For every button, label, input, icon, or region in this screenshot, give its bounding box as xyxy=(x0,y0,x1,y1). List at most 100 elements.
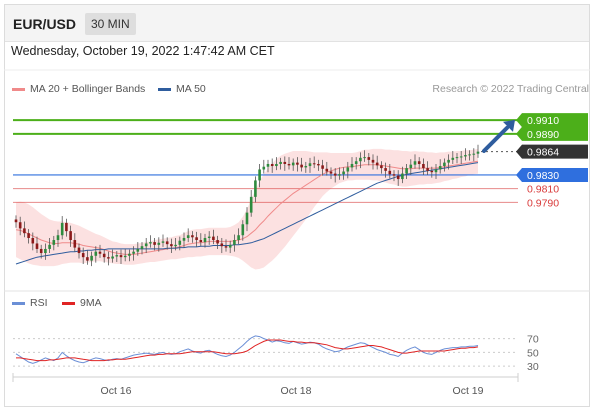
candle-body xyxy=(23,228,26,234)
candle-body xyxy=(258,169,261,181)
candle-body xyxy=(291,162,295,166)
candle-body xyxy=(77,247,81,254)
candle-body xyxy=(472,153,476,155)
level-label-0.9864: 0.9864 xyxy=(527,147,559,159)
candle-body xyxy=(430,170,434,173)
chart-header: EUR/USD 30 MIN xyxy=(5,5,589,42)
level-label-0.9910: 0.9910 xyxy=(527,115,559,127)
candle-body xyxy=(241,224,245,236)
legend-ma9-label: 9MA xyxy=(80,297,102,309)
candle-body xyxy=(447,159,450,163)
candle-body xyxy=(182,237,186,241)
candle-body xyxy=(233,240,236,245)
candle-body xyxy=(392,174,396,176)
candle-body xyxy=(237,235,240,241)
candle-body xyxy=(157,242,161,245)
candle-body xyxy=(56,235,60,241)
candle-body xyxy=(48,244,51,249)
candle-body xyxy=(220,243,224,247)
candle-body xyxy=(27,233,30,238)
candle-body xyxy=(338,174,341,176)
candle-body xyxy=(304,166,308,168)
candle-body xyxy=(149,242,152,244)
candle-body xyxy=(413,161,417,165)
candle-body xyxy=(459,156,463,158)
candle-body xyxy=(81,253,85,258)
candle-body xyxy=(39,248,43,254)
candle-body xyxy=(249,196,253,213)
candle-body xyxy=(224,246,228,248)
level-tag-0.9864 xyxy=(516,144,588,159)
candle-body xyxy=(312,163,316,165)
candle-body xyxy=(270,163,274,167)
candle-body xyxy=(300,164,303,168)
candle-body xyxy=(375,162,379,166)
candle-body xyxy=(132,251,135,254)
candle-body xyxy=(65,222,68,232)
candle-body xyxy=(443,162,446,167)
candle-body xyxy=(405,168,408,174)
legend-rsi: RSI xyxy=(12,297,48,309)
candle-body xyxy=(329,171,333,174)
candle-body xyxy=(388,170,392,175)
candle-body xyxy=(401,173,404,180)
candle-body xyxy=(380,165,383,169)
candle-body xyxy=(417,161,421,164)
candle-body xyxy=(195,237,198,241)
candle-body xyxy=(455,157,459,159)
candle-body xyxy=(317,163,320,166)
ma20-line xyxy=(15,160,479,255)
legend-ma50: MA 50 xyxy=(158,83,206,95)
candle-body xyxy=(44,248,47,254)
candle-body xyxy=(216,240,219,244)
research-credit: Research © 2022 Trading Central xyxy=(432,83,589,95)
level-tag-0.9890 xyxy=(516,126,588,141)
legend-ma50-label: MA 50 xyxy=(176,83,206,95)
level-tag-0.9830 xyxy=(516,167,588,182)
candle-body xyxy=(69,231,72,241)
candle-body xyxy=(102,253,106,258)
candle-body xyxy=(275,163,278,167)
candle-body xyxy=(468,154,471,156)
candle-body xyxy=(90,255,93,261)
candle-body xyxy=(308,163,312,167)
rsi-tick-70: 70 xyxy=(527,334,539,346)
ma50-swatch xyxy=(158,87,171,91)
x-tick-label: Oct 16 xyxy=(101,385,132,397)
candle-body xyxy=(128,253,131,256)
candle-body xyxy=(207,236,211,238)
candle-body xyxy=(136,248,140,252)
candle-body xyxy=(287,163,291,166)
level-label-0.9790: 0.9790 xyxy=(527,197,559,209)
legend-ma20-label: MA 20 + Bollinger Bands xyxy=(30,83,146,95)
candle-body xyxy=(18,222,22,229)
candle-body xyxy=(354,161,358,164)
candle-body xyxy=(153,242,156,245)
ma50-line xyxy=(15,162,479,265)
candle-body xyxy=(123,255,127,258)
candle-body xyxy=(31,237,35,244)
candle-body xyxy=(199,240,203,243)
candle-body xyxy=(245,212,249,225)
candle-body xyxy=(115,255,119,257)
candle-body xyxy=(165,241,169,245)
candle-body xyxy=(107,257,110,259)
candle-body xyxy=(191,235,194,238)
candle-body xyxy=(178,240,182,245)
candle-body xyxy=(350,163,354,168)
candle-body xyxy=(228,244,232,248)
candle-body xyxy=(14,219,18,223)
candle-body xyxy=(170,244,173,247)
candle-body xyxy=(98,251,102,254)
candle-body xyxy=(342,171,345,175)
candle-body xyxy=(140,246,144,249)
candle-body xyxy=(283,161,287,164)
projection-arrow-head xyxy=(503,119,515,132)
candle-body xyxy=(212,236,215,241)
instrument-label: EUR/USD xyxy=(13,16,77,32)
candle-body xyxy=(476,151,480,154)
candle-body xyxy=(296,162,299,165)
timeframe-button[interactable]: 30 MIN xyxy=(85,13,136,35)
candle-body xyxy=(94,251,98,256)
rsi-tick-50: 50 xyxy=(527,347,539,359)
